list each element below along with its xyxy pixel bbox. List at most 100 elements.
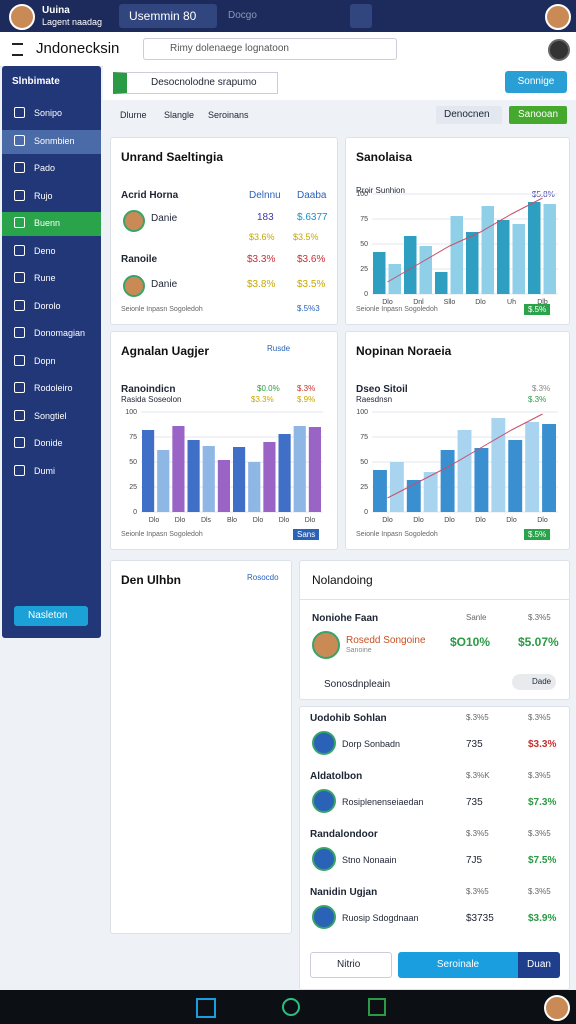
toolbar-button[interactable]: Sonnige: [505, 71, 567, 93]
action-button[interactable]: Sanooan: [509, 106, 567, 124]
chart-title: Sanolaisa: [356, 150, 413, 164]
row-value: 183: [257, 212, 274, 223]
nav-icon[interactable]: [14, 162, 25, 173]
nav-icon[interactable]: [14, 217, 25, 228]
y-tick-label: 50: [360, 241, 368, 248]
nav-icon[interactable]: [282, 998, 300, 1016]
nav-icon[interactable]: [14, 134, 25, 146]
row-change: $3.5%: [293, 232, 319, 242]
nav-icon[interactable]: [14, 327, 25, 338]
badge: $.5%: [524, 304, 551, 315]
bottom-button[interactable]: Duan: [518, 952, 560, 978]
nav-icon[interactable]: [14, 464, 25, 476]
nav-icon[interactable]: [14, 409, 25, 421]
x-tick-label: Uh: [507, 299, 516, 306]
item-value: 7J5: [466, 855, 483, 866]
row-value: Sanle: [466, 613, 487, 622]
chart-title: Nopinan Noraeia: [356, 344, 452, 358]
x-tick-label: Dlo: [382, 299, 393, 306]
nav-icon[interactable]: [14, 382, 25, 393]
chart-card: Agnalan Uagjer Rusde Ranoindicn Rasida S…: [110, 331, 338, 550]
x-tick-label: Dlo: [413, 517, 424, 524]
group-value: $.3%5: [528, 887, 551, 896]
filter[interactable]: Desocnolodne srapumo: [113, 72, 278, 94]
tab[interactable]: Dlurne: [120, 110, 147, 120]
menu-button[interactable]: [350, 4, 372, 28]
bar: [278, 434, 291, 512]
tab[interactable]: Slangle: [164, 110, 195, 120]
divider: [300, 599, 569, 600]
y-tick-label: 0: [364, 291, 368, 298]
chart-card: Sanolaisa Rroir Sunhion $5.8% 0 25 50 75 100…: [345, 137, 570, 325]
row-change: $3.8%: [247, 279, 276, 290]
header: Jndonecksin Rimy dolenaege lognatoon: [0, 32, 576, 67]
nav-item[interactable]: Dumi: [34, 465, 56, 476]
nav-item[interactable]: Deno: [34, 245, 56, 256]
toggle[interactable]: Dade: [512, 674, 556, 690]
nav-icon[interactable]: [14, 299, 25, 311]
dropdown[interactable]: Denocnen: [436, 106, 502, 124]
x-tick-label: Dlo: [253, 517, 264, 524]
search-box[interactable]: Rimy dolenaege lognatoon: [143, 38, 397, 60]
avatar: [312, 905, 336, 929]
group-value: $.3%5: [528, 713, 551, 722]
chart-link[interactable]: Rusde: [267, 344, 291, 353]
nav-icon[interactable]: [14, 272, 25, 283]
nav-icon[interactable]: [14, 107, 25, 118]
nav-item[interactable]: Rujo: [34, 190, 53, 201]
nav-icon[interactable]: [14, 354, 25, 366]
bottom-button[interactable]: Seroinale: [398, 952, 518, 978]
panel-link[interactable]: Rosocdo: [247, 573, 279, 582]
nav-item[interactable]: Pado: [34, 163, 56, 173]
bar: [423, 472, 438, 512]
tab[interactable]: Seroinans: [208, 110, 249, 120]
chart: 0 25 50 75 100 Dlo Dnl Sllo Dlo Uh Dlb: [356, 191, 558, 306]
nav-icon[interactable]: [14, 244, 25, 256]
nav-icon[interactable]: [14, 189, 25, 201]
profile[interactable]: [545, 4, 571, 30]
avatar-small[interactable]: [548, 39, 570, 61]
group-value: $.3%5: [466, 713, 489, 722]
x-tick-label: Dlo: [506, 517, 517, 524]
stat: $.3%: [297, 384, 316, 393]
nav-icon[interactable]: [14, 437, 25, 448]
item-change: $7.3%: [528, 797, 557, 808]
nav-icon[interactable]: [196, 998, 216, 1018]
x-tick-label: Dlo: [149, 517, 160, 524]
nav-highlight: [2, 212, 101, 236]
nav-item[interactable]: Donide: [34, 438, 63, 448]
x-tick-label: Blo: [227, 517, 237, 524]
x-tick-label: Dlo: [444, 517, 455, 524]
nav-item[interactable]: Donomagian: [34, 328, 86, 338]
avatar: [312, 847, 336, 871]
card-title: Unrand Saeltingia: [121, 150, 224, 164]
nav-icon[interactable]: [368, 998, 386, 1016]
bar: [466, 232, 479, 294]
avatar[interactable]: [9, 4, 35, 30]
item-change: $7.5%: [528, 855, 557, 866]
card-table: Unrand Saeltingia Acrid Horna Delnnu Daa…: [110, 137, 338, 325]
tab[interactable]: Docgo: [228, 10, 257, 21]
avatar: [312, 731, 336, 755]
x-tick-label: Dlo: [475, 517, 486, 524]
y-tick-label: 25: [360, 484, 368, 491]
nav-item[interactable]: Sonmbien: [34, 135, 75, 146]
bottom-search[interactable]: Nitrio: [310, 952, 392, 978]
bar: [542, 424, 556, 512]
nav-item[interactable]: Buenn: [34, 218, 61, 228]
nav-item[interactable]: Sonipo: [34, 108, 63, 118]
nav-item[interactable]: Rune: [34, 273, 56, 283]
row-value: $.3%5: [528, 613, 551, 622]
bar: [508, 440, 523, 512]
bar: [202, 446, 215, 512]
nav-item[interactable]: Rodoleiro: [34, 383, 73, 393]
hamburger[interactable]: [12, 43, 23, 56]
profile[interactable]: [544, 995, 570, 1021]
nav-item[interactable]: Songtiel: [34, 410, 67, 421]
sidebar-button[interactable]: Nasleton: [14, 606, 88, 626]
tab-active[interactable]: Usemmin 80: [119, 4, 217, 28]
nav-item[interactable]: Dorolo: [34, 300, 61, 311]
chart: 0 25 50 75 100 Dlo Dlo Dlo Dlo Dlo Dlo: [356, 409, 558, 524]
nav-item[interactable]: Dopn: [34, 355, 56, 366]
toolbar: Desocnolodne srapumo Sonnige: [103, 66, 576, 100]
